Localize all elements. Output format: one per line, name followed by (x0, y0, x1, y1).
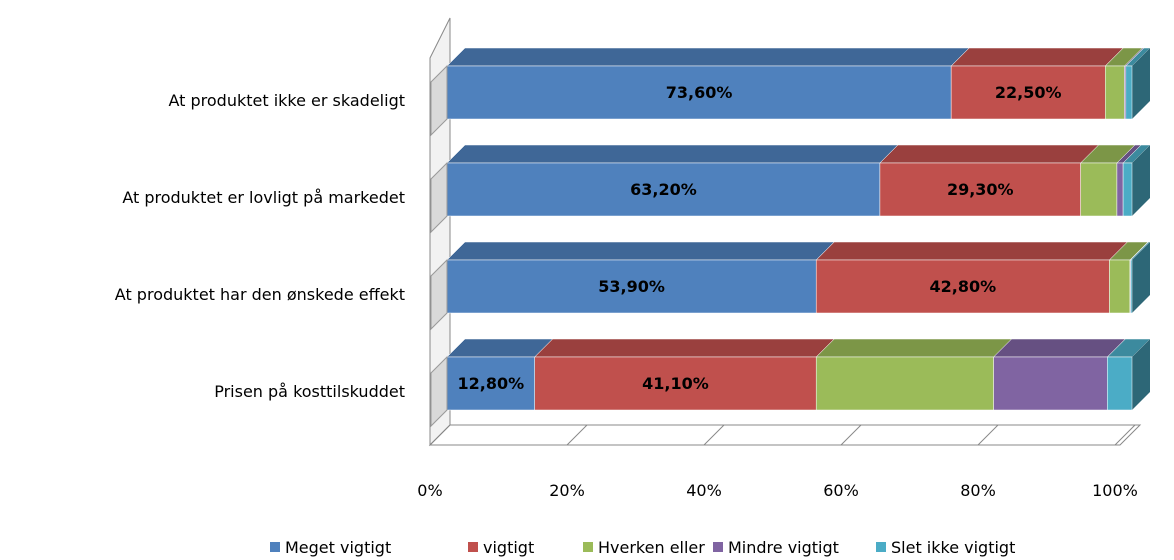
bar (534, 356, 817, 411)
bar-top (446, 47, 970, 67)
x-tick-label: 0% (417, 481, 442, 500)
x-tick-label: 100% (1092, 481, 1138, 500)
x-tick-label: 60% (823, 481, 859, 500)
bar (1107, 356, 1133, 411)
grid-line (1114, 424, 1136, 446)
grid-line (429, 424, 451, 446)
bar-top (815, 241, 1128, 261)
bar-segment (446, 338, 554, 411)
data-label: 29,30% (947, 180, 1014, 199)
bar-segment (1080, 144, 1136, 217)
bar (446, 162, 881, 217)
grid-line (977, 424, 999, 446)
x-tick-label: 80% (960, 481, 996, 500)
bar-segment (1104, 47, 1144, 120)
bar (1116, 162, 1124, 217)
data-label: 41,10% (642, 374, 709, 393)
row-left-face (430, 64, 448, 137)
bar-top (534, 338, 835, 358)
bar (446, 356, 535, 411)
bar-top (446, 338, 554, 358)
bar-side (1132, 145, 1150, 216)
bar-top (879, 144, 1100, 164)
data-label: 63,20% (630, 180, 697, 199)
bar-top (446, 144, 899, 164)
bar-side (1132, 339, 1150, 410)
bar (446, 65, 952, 120)
legend-swatch (270, 542, 280, 552)
grid-line (703, 424, 725, 446)
bar-top (815, 338, 1013, 358)
bar (815, 259, 1110, 314)
bar-segment (1122, 144, 1151, 217)
bar-top (446, 241, 835, 261)
legend-swatch (468, 542, 478, 552)
bar-top (950, 47, 1124, 67)
bar-segment (993, 338, 1126, 411)
x-tick-label: 40% (686, 481, 722, 500)
data-label: 42,80% (929, 277, 996, 296)
row-left-face (430, 161, 448, 234)
legend-swatch (713, 542, 723, 552)
data-label: 22,50% (995, 83, 1062, 102)
bar-segment (815, 241, 1128, 314)
bar (815, 356, 994, 411)
grid-line (566, 424, 588, 446)
y-tick-label: Prisen på kosttilskuddet (214, 382, 405, 401)
bar (1080, 162, 1118, 217)
legend-label: Meget vigtigt (285, 538, 391, 557)
bar-segment (879, 144, 1100, 217)
bar-segment (1106, 338, 1151, 411)
bar-top (993, 338, 1126, 358)
legend-label: Mindre vigtigt (728, 538, 839, 557)
legend-swatch (583, 542, 593, 552)
row-left-face (430, 258, 448, 331)
bar (446, 259, 817, 314)
bar-segment (446, 47, 970, 120)
floor (428, 424, 1142, 446)
bar-side (1132, 48, 1150, 119)
bar-side (1132, 242, 1150, 313)
legend-swatch (876, 542, 886, 552)
row-left-face (430, 355, 448, 428)
bar (1105, 65, 1125, 120)
bar-segment (1125, 47, 1151, 120)
data-label: 12,80% (458, 374, 525, 393)
bar (1125, 65, 1133, 120)
y-tick-label: At produktet har den ønskede effekt (115, 285, 405, 304)
bar-segment (1130, 241, 1151, 314)
bar-segment (446, 241, 835, 314)
bar-segment (534, 338, 835, 411)
data-label: 53,90% (598, 277, 665, 296)
y-tick-label: At produktet er lovligt på markedet (122, 188, 405, 207)
legend-label: Hverken eller (598, 538, 705, 557)
bar (1130, 259, 1133, 314)
bar-segment (446, 144, 899, 217)
x-tick-label: 20% (549, 481, 585, 500)
bar-segment (950, 47, 1124, 120)
legend-label: Slet ikke vigtigt (891, 538, 1015, 557)
bar (1122, 162, 1133, 217)
grid-line (840, 424, 862, 446)
bar (1109, 259, 1131, 314)
bar (879, 162, 1081, 217)
data-label: 73,60% (666, 83, 733, 102)
legend-label: vigtigt (483, 538, 534, 557)
bar (993, 356, 1108, 411)
bar-segment (815, 338, 1013, 411)
y-tick-label: At produktet ikke er skadeligt (168, 91, 405, 110)
